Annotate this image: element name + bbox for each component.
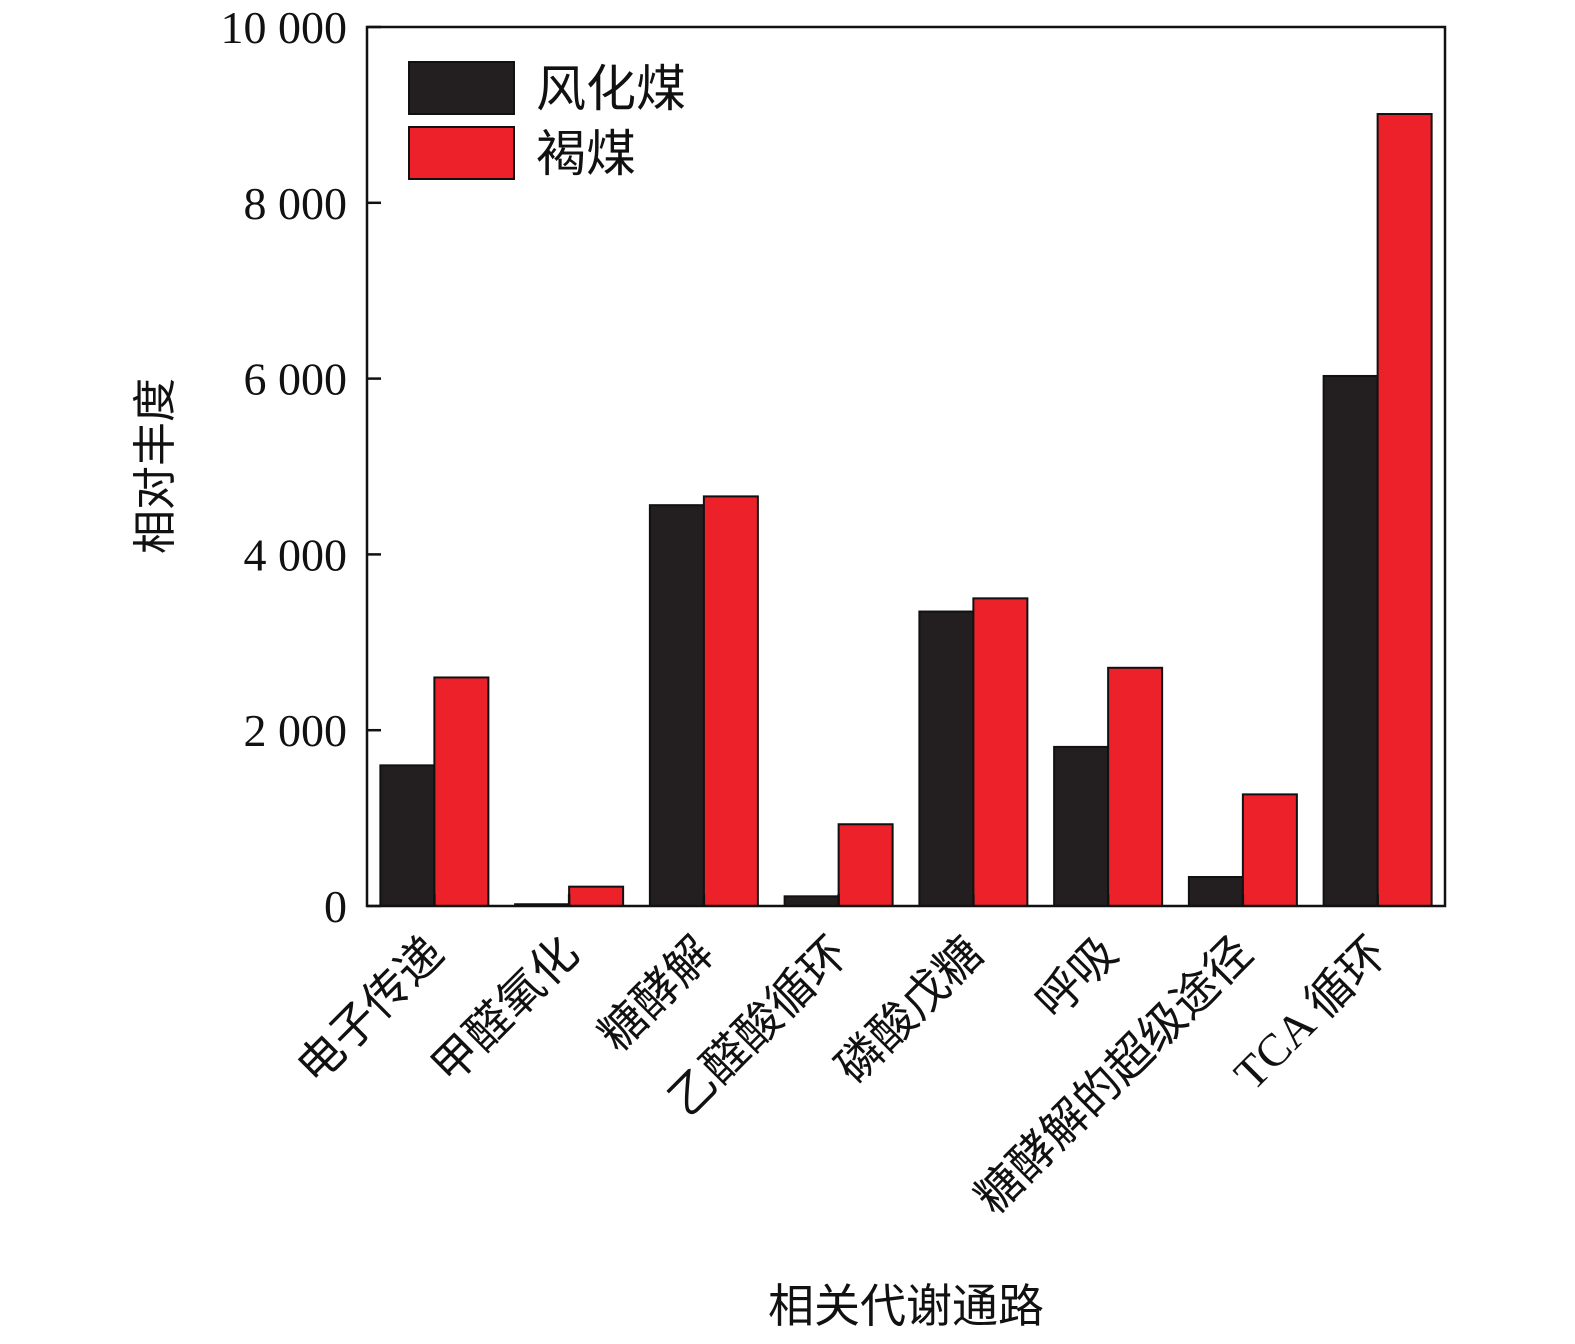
x-tick-label: 糖酵解 <box>589 927 723 1061</box>
bar-series2-1 <box>568 885 625 907</box>
bar-series1-0 <box>379 764 436 907</box>
bar-series2-4 <box>972 597 1029 907</box>
bar-series2-0 <box>433 676 490 908</box>
bar-series2-5 <box>1107 666 1164 908</box>
x-tick-label: 呼吸 <box>1026 927 1127 1028</box>
bar-series1-5 <box>1053 745 1110 907</box>
legend-swatch <box>408 126 515 180</box>
legend-label: 风化煤 <box>536 61 686 117</box>
bar-series2-3 <box>837 823 894 907</box>
y-tick-label: 10 000 <box>221 2 348 53</box>
bar-series1-2 <box>648 504 705 907</box>
y-tick-label: 0 <box>324 881 347 932</box>
legend-swatch <box>408 61 515 115</box>
bar-series2-6 <box>1241 793 1298 908</box>
y-axis-label: 相对丰度 <box>131 378 180 554</box>
y-tick-label: 2 000 <box>244 705 348 756</box>
y-tick-label: 8 000 <box>244 178 348 229</box>
bar-series1-7 <box>1322 374 1379 907</box>
x-tick-label: 甲醛氧化 <box>422 927 588 1093</box>
bar-series1-6 <box>1187 875 1244 907</box>
bar-series2-7 <box>1376 113 1433 907</box>
bar-series1-3 <box>783 895 840 907</box>
plot-frame <box>365 25 1447 908</box>
bar-series1-4 <box>918 610 975 907</box>
y-tick-label: 6 000 <box>244 354 348 405</box>
x-axis-label: 相关代谢通路 <box>768 1281 1044 1332</box>
x-tick-label: 电子传递 <box>287 927 453 1093</box>
y-tick-label: 4 000 <box>244 529 348 580</box>
x-tick-label: 磷酸戊糖 <box>826 927 992 1093</box>
bars-layer <box>379 113 1433 908</box>
bar-series2-2 <box>702 495 759 907</box>
y-axis: 0 2 000 4 000 6 000 8 000 10 000 <box>221 2 381 932</box>
legend-label: 褐煤 <box>536 126 636 182</box>
